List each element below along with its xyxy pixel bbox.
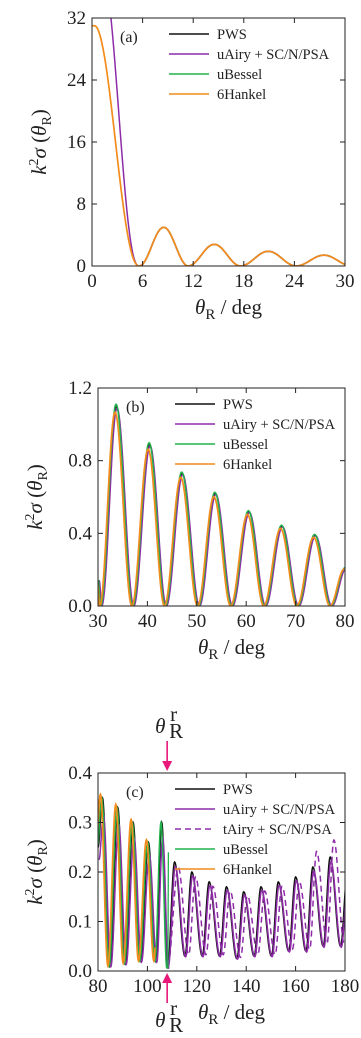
- x-tick-label: 50: [187, 611, 206, 632]
- legend-entry: 6Hankel: [223, 862, 272, 878]
- plot-frame: [97, 387, 346, 607]
- panel-2: 80 100 120 140 160 180 0.0 0.1 0.2 0.3 0.4 θR / deg…: [23, 702, 360, 1037]
- x-tick-label: 40: [138, 611, 157, 632]
- curves: [98, 792, 345, 970]
- x-tick-label: 70: [286, 611, 305, 632]
- legend-entry: uBessel: [217, 67, 262, 83]
- y-tick-label: 0.0: [68, 961, 92, 982]
- 6Hankel-line: [92, 24, 345, 266]
- legend-entry: 6Hankel: [223, 457, 272, 473]
- x-tick-label: 0: [87, 271, 97, 292]
- legend-entry: uBessel: [223, 437, 268, 453]
- rainbow-label-top: θ: [155, 714, 165, 738]
- y-axis-label: k2σ (θR): [23, 839, 51, 905]
- x-tick-label: 180: [331, 976, 360, 997]
- legend-entry: PWS: [223, 397, 253, 413]
- legend-entry: PWS: [223, 782, 253, 798]
- y-tick-label: 0.1: [68, 912, 92, 933]
- rainbow-arrowhead-top: [162, 761, 173, 771]
- x-tick-label: 6: [138, 271, 148, 292]
- y-tick-label: 0.2: [68, 862, 92, 883]
- y-tick-label: 1.2: [68, 378, 92, 399]
- legend-entry: 6Hankel: [217, 87, 266, 103]
- x-axis-label: θR / deg: [198, 635, 265, 663]
- panel-label: (b): [126, 399, 145, 416]
- x-tick-label: 80: [89, 976, 108, 997]
- curves: [98, 402, 345, 606]
- curves: [92, 18, 345, 266]
- panel-label: (a): [120, 29, 138, 46]
- uBessel-line: [98, 402, 345, 606]
- legend-entry: uBessel: [223, 842, 268, 858]
- x-tick-label: 30: [89, 611, 108, 632]
- rainbow-label-bottom-sub: R: [169, 1013, 183, 1037]
- legend-entry: PWS: [217, 27, 247, 43]
- x-tick-label: 140: [232, 976, 261, 997]
- rainbow-label-bottom: θ: [155, 1008, 165, 1032]
- x-tick-label: 160: [281, 976, 310, 997]
- 6Hankel-line: [98, 410, 345, 606]
- y-axis-label: k2σ (θR): [23, 464, 51, 530]
- tAiry-line: [167, 838, 345, 967]
- y-tick-label: 0.0: [68, 596, 92, 617]
- legend: PWS uAiry + SC/N/PSA uBessel 6Hankel: [169, 27, 330, 103]
- x-tick-label: 12: [184, 271, 203, 292]
- x-axis-label: θR / deg: [195, 295, 262, 323]
- uBessel-line: [139, 226, 345, 266]
- legend-entry: uAiry + SC/N/PSA: [223, 417, 336, 433]
- y-tick-label: 32: [67, 8, 86, 29]
- y-axis-label: k2σ (θR): [27, 109, 55, 175]
- x-tick-label: 100: [133, 976, 162, 997]
- y-tick-label: 0.4: [68, 763, 92, 784]
- y-tick-label: 0.3: [68, 813, 92, 834]
- x-axis-label: θR / deg: [198, 1000, 265, 1028]
- panel-label: (c): [126, 784, 144, 801]
- rainbow-label-top-sup: r: [170, 702, 177, 726]
- x-tick-label: 60: [237, 611, 256, 632]
- y-tick-label: 8: [77, 194, 87, 215]
- rainbow-label-top-sub: R: [169, 719, 183, 743]
- legend: PWS uAiry + SC/N/PSA uBessel 6Hankel: [175, 397, 336, 473]
- x-tick-label: 24: [285, 271, 305, 292]
- y-tick-label: 0.8: [68, 451, 92, 472]
- legend-entry: tAiry + SC/N/PSA: [223, 822, 332, 838]
- rainbow-label-bottom-sup: r: [170, 996, 177, 1020]
- x-tick-label: 18: [234, 271, 253, 292]
- y-tick-label: 0: [77, 256, 87, 277]
- y-tick-label: 0.4: [68, 523, 92, 544]
- y-tick-label: 24: [67, 70, 87, 91]
- panel-1: 30 40 50 60 70 80 0.0 0.4 0.8 1.2 θR / deg k2σ (θR)…: [23, 378, 355, 663]
- panel-0: 0 6 12 18 24 30 0 8 16 24 32 θR / deg k2σ (θR) (a) PWS…: [27, 8, 355, 323]
- legend-entry: uAiry + SC/N/PSA: [217, 47, 330, 63]
- rainbow-arrowhead-bottom: [162, 973, 173, 983]
- x-tick-label: 80: [336, 611, 355, 632]
- uAiry-line: [98, 813, 345, 970]
- 6Hankel-line: [98, 792, 156, 969]
- legend: PWS uAiry + SC/N/PSA tAiry + SC/N/PSA uBess…: [175, 782, 336, 878]
- PWS-line: [139, 226, 345, 266]
- y-tick-label: 16: [67, 132, 86, 153]
- legend-entry: uAiry + SC/N/PSA: [223, 802, 336, 818]
- x-tick-label: 30: [336, 271, 355, 292]
- x-tick-label: 120: [183, 976, 212, 997]
